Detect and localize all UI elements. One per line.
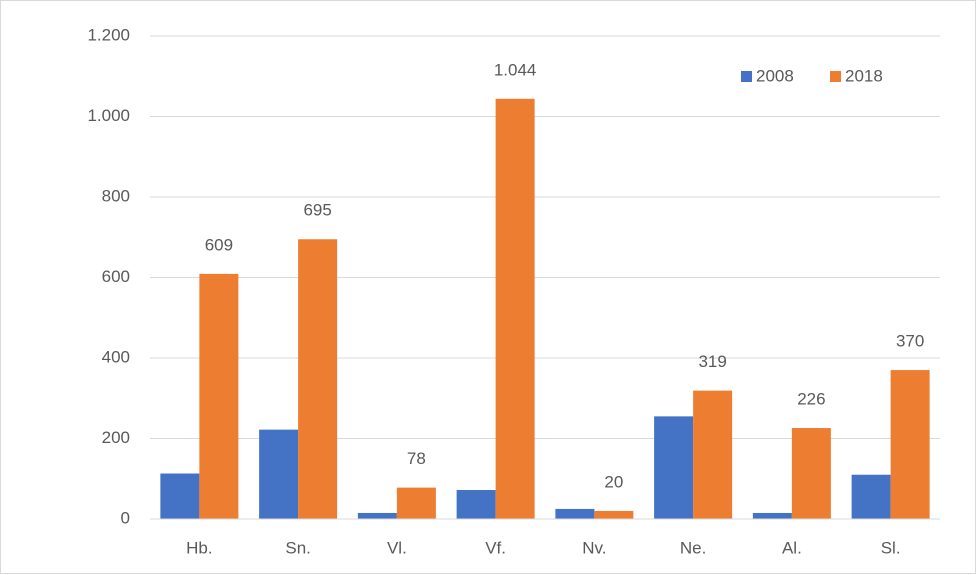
bar <box>654 416 694 519</box>
x-tick-label: Ne. <box>680 538 706 557</box>
bar <box>160 473 200 519</box>
bar <box>298 239 338 519</box>
bar <box>495 98 535 519</box>
y-tick-label: 1.000 <box>87 106 130 125</box>
x-tick-label: Sl. <box>881 538 901 557</box>
x-tick-label: Sn. <box>285 538 311 557</box>
data-label: 695 <box>303 201 331 220</box>
bar <box>791 428 831 519</box>
y-tick-label: 200 <box>102 428 130 447</box>
data-label: 1.044 <box>494 60 537 79</box>
bar <box>693 390 733 519</box>
data-label: 226 <box>797 390 825 409</box>
data-label: 319 <box>698 352 726 371</box>
bar <box>890 370 930 519</box>
bar <box>851 474 891 519</box>
legend-swatch <box>830 71 841 82</box>
x-tick-label: Vf. <box>485 538 506 557</box>
x-tick-label: Vl. <box>387 538 407 557</box>
data-label: 20 <box>604 472 623 491</box>
bar <box>357 512 397 519</box>
x-tick-label: Nv. <box>582 538 606 557</box>
y-tick-label: 1.200 <box>87 25 130 44</box>
bar <box>456 490 496 519</box>
y-tick-label: 400 <box>102 347 130 366</box>
bar <box>555 508 595 519</box>
data-label: 370 <box>896 332 924 351</box>
data-label: 78 <box>407 449 426 468</box>
bar <box>594 510 634 519</box>
y-tick-label: 0 <box>121 508 130 527</box>
y-tick-label: 800 <box>102 186 130 205</box>
x-tick-label: Al. <box>782 538 802 557</box>
bar <box>396 487 436 519</box>
data-label: 609 <box>205 235 233 254</box>
bar <box>259 429 299 519</box>
legend-label: 2008 <box>756 66 794 85</box>
legend-label: 2018 <box>845 66 883 85</box>
bar <box>199 273 239 519</box>
bar <box>752 512 792 519</box>
x-tick-label: Hb. <box>186 538 212 557</box>
legend-swatch <box>741 71 752 82</box>
y-tick-label: 600 <box>102 267 130 286</box>
